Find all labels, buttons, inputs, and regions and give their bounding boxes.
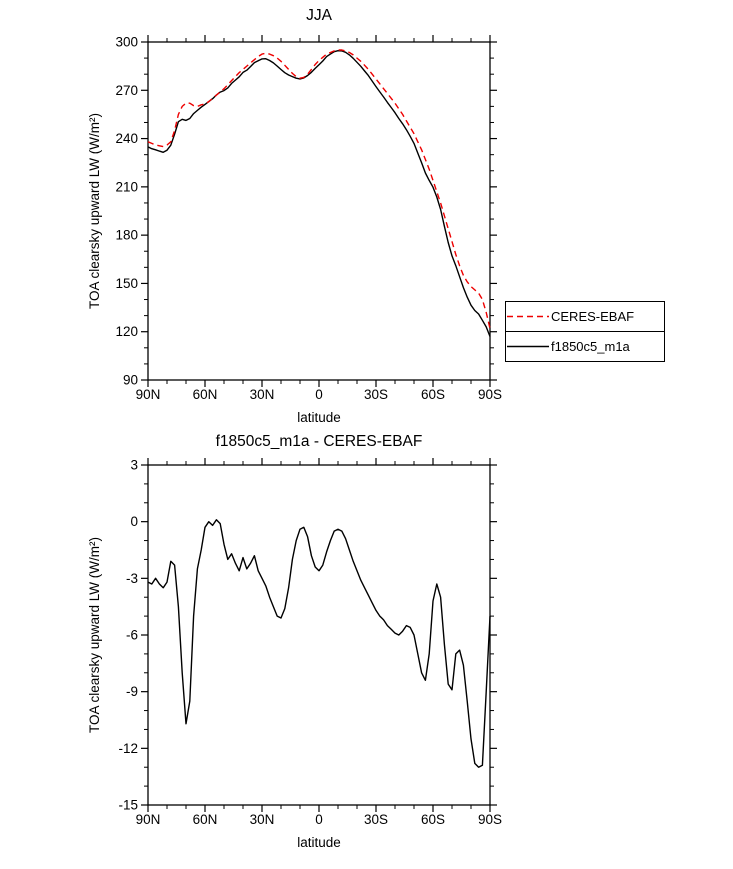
difference-chart-ticks — [141, 458, 497, 812]
legend: CERES-EBAF f1850c5_m1a — [505, 301, 665, 362]
ceres-ebaf-line-sample-icon — [507, 315, 549, 318]
legend-item-f1850c5-m1a: f1850c5_m1a — [505, 331, 665, 362]
jja-chart: 90N 60N 30N 0 30S 60S 90S 90 120 150 180 210 240 270 3… — [87, 7, 502, 425]
jja-chart-line-ceres-ebaf — [147, 49, 491, 329]
jja-chart-ytick-label: 300 — [115, 35, 138, 50]
legend-label-ceres-ebaf: CERES-EBAF — [551, 309, 635, 324]
jja-chart-xtick-label: 60S — [421, 387, 445, 402]
legend-label-f1850c5-m1a: f1850c5_m1a — [551, 339, 630, 354]
jja-chart-ytick-label: 90 — [123, 373, 138, 388]
jja-chart-line-f1850c5-m1a — [147, 50, 491, 337]
jja-chart-frame — [147, 41, 491, 381]
jja-chart-xlabel: latitude — [297, 410, 341, 425]
difference-chart-line-f1850c5-m1a-ceres-ebaf — [147, 519, 491, 768]
difference-chart-xtick-label: 30N — [250, 812, 275, 827]
jja-chart-xtick-label: 60N — [193, 387, 218, 402]
difference-chart-xtick-label: 90S — [478, 812, 502, 827]
difference-chart-ytick-label: -12 — [118, 741, 138, 756]
f1850c5-m1a-line-sample-icon — [507, 345, 549, 348]
jja-chart-xtick-label: 0 — [315, 387, 323, 402]
jja-chart-title: JJA — [306, 7, 333, 24]
jja-chart-ticks — [141, 35, 497, 387]
jja-chart-xtick-label: 30N — [250, 387, 275, 402]
difference-chart-xtick-label: 0 — [315, 812, 323, 827]
jja-chart-series — [147, 49, 491, 337]
legend-item-ceres-ebaf: CERES-EBAF — [505, 301, 665, 332]
jja-chart-xtick-label: 90S — [478, 387, 502, 402]
difference-chart: 90N 60N 30N 0 30S 60S 90S 3 0 -3 -6 -9 -12 -15 f1850c5… — [87, 433, 502, 850]
jja-chart-ytick-label: 150 — [115, 276, 138, 291]
jja-chart-ytick-label: 210 — [115, 179, 138, 194]
difference-chart-xtick-label: 90N — [136, 812, 161, 827]
difference-chart-ytick-label: -6 — [126, 628, 138, 643]
jja-chart-ytick-label: 240 — [115, 131, 138, 146]
difference-chart-series — [147, 519, 491, 768]
difference-chart-xtick-label: 60N — [193, 812, 218, 827]
jja-chart-ylabel: TOA clearsky upward LW (W/m²) — [87, 113, 102, 309]
jja-chart-ytick-label: 180 — [115, 228, 138, 243]
difference-chart-ytick-label: -9 — [126, 684, 138, 699]
difference-chart-ylabel: TOA clearsky upward LW (W/m²) — [87, 537, 102, 733]
difference-chart-xtick-label: 60S — [421, 812, 445, 827]
jja-chart-xtick-label: 30S — [364, 387, 388, 402]
jja-chart-ytick-label: 270 — [115, 83, 138, 98]
difference-chart-title: f1850c5_m1a - CERES-EBAF — [216, 433, 423, 450]
difference-chart-ytick-label: -15 — [118, 798, 138, 813]
difference-chart-ytick-label: 3 — [130, 458, 138, 473]
difference-chart-ytick-label: 0 — [130, 514, 138, 529]
difference-chart-xlabel: latitude — [297, 835, 341, 850]
jja-chart-ytick-label: 120 — [115, 324, 138, 339]
difference-chart-frame — [147, 464, 491, 806]
difference-chart-xtick-label: 30S — [364, 812, 388, 827]
difference-chart-ytick-label: -3 — [126, 571, 138, 586]
jja-chart-xtick-label: 90N — [136, 387, 161, 402]
